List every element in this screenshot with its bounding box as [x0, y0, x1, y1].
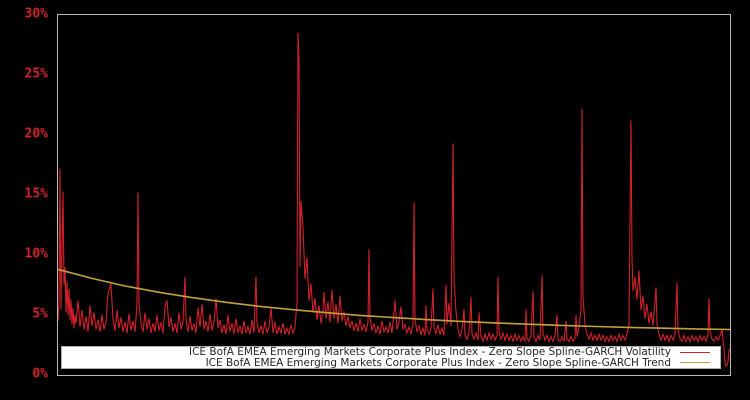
y-tick-label: 10% — [24, 246, 48, 262]
legend-label-trend: ICE BofA EMEA Emerging Markets Corporate… — [205, 356, 671, 369]
legend-entry-trend: ICE BofA EMEA Emerging Markets Corporate… — [66, 356, 710, 369]
trend-series-line — [58, 268, 730, 331]
volatility-line-sample-icon — [680, 351, 710, 353]
y-tick-label: 20% — [24, 126, 48, 142]
plot-area: ICE BofA EMEA Emerging Markets Corporate… — [57, 14, 731, 376]
y-tick-label: 5% — [32, 306, 48, 322]
y-tick-label: 0% — [32, 366, 48, 382]
chart-canvas — [58, 32, 730, 367]
legend-entry-volatility: ICE BofA EMEA Emerging Markets Corporate… — [66, 347, 710, 358]
legend-label-volatility: ICE BofA EMEA Emerging Markets Corporate… — [188, 346, 671, 358]
y-tick-label: 30% — [24, 6, 48, 22]
trend-line-sample-icon — [680, 362, 710, 364]
y-tick-label: 25% — [24, 66, 48, 82]
volatility-series-line — [58, 32, 730, 367]
y-tick-label: 15% — [24, 186, 48, 202]
chart-legend: ICE BofA EMEA Emerging Markets Corporate… — [61, 346, 721, 369]
